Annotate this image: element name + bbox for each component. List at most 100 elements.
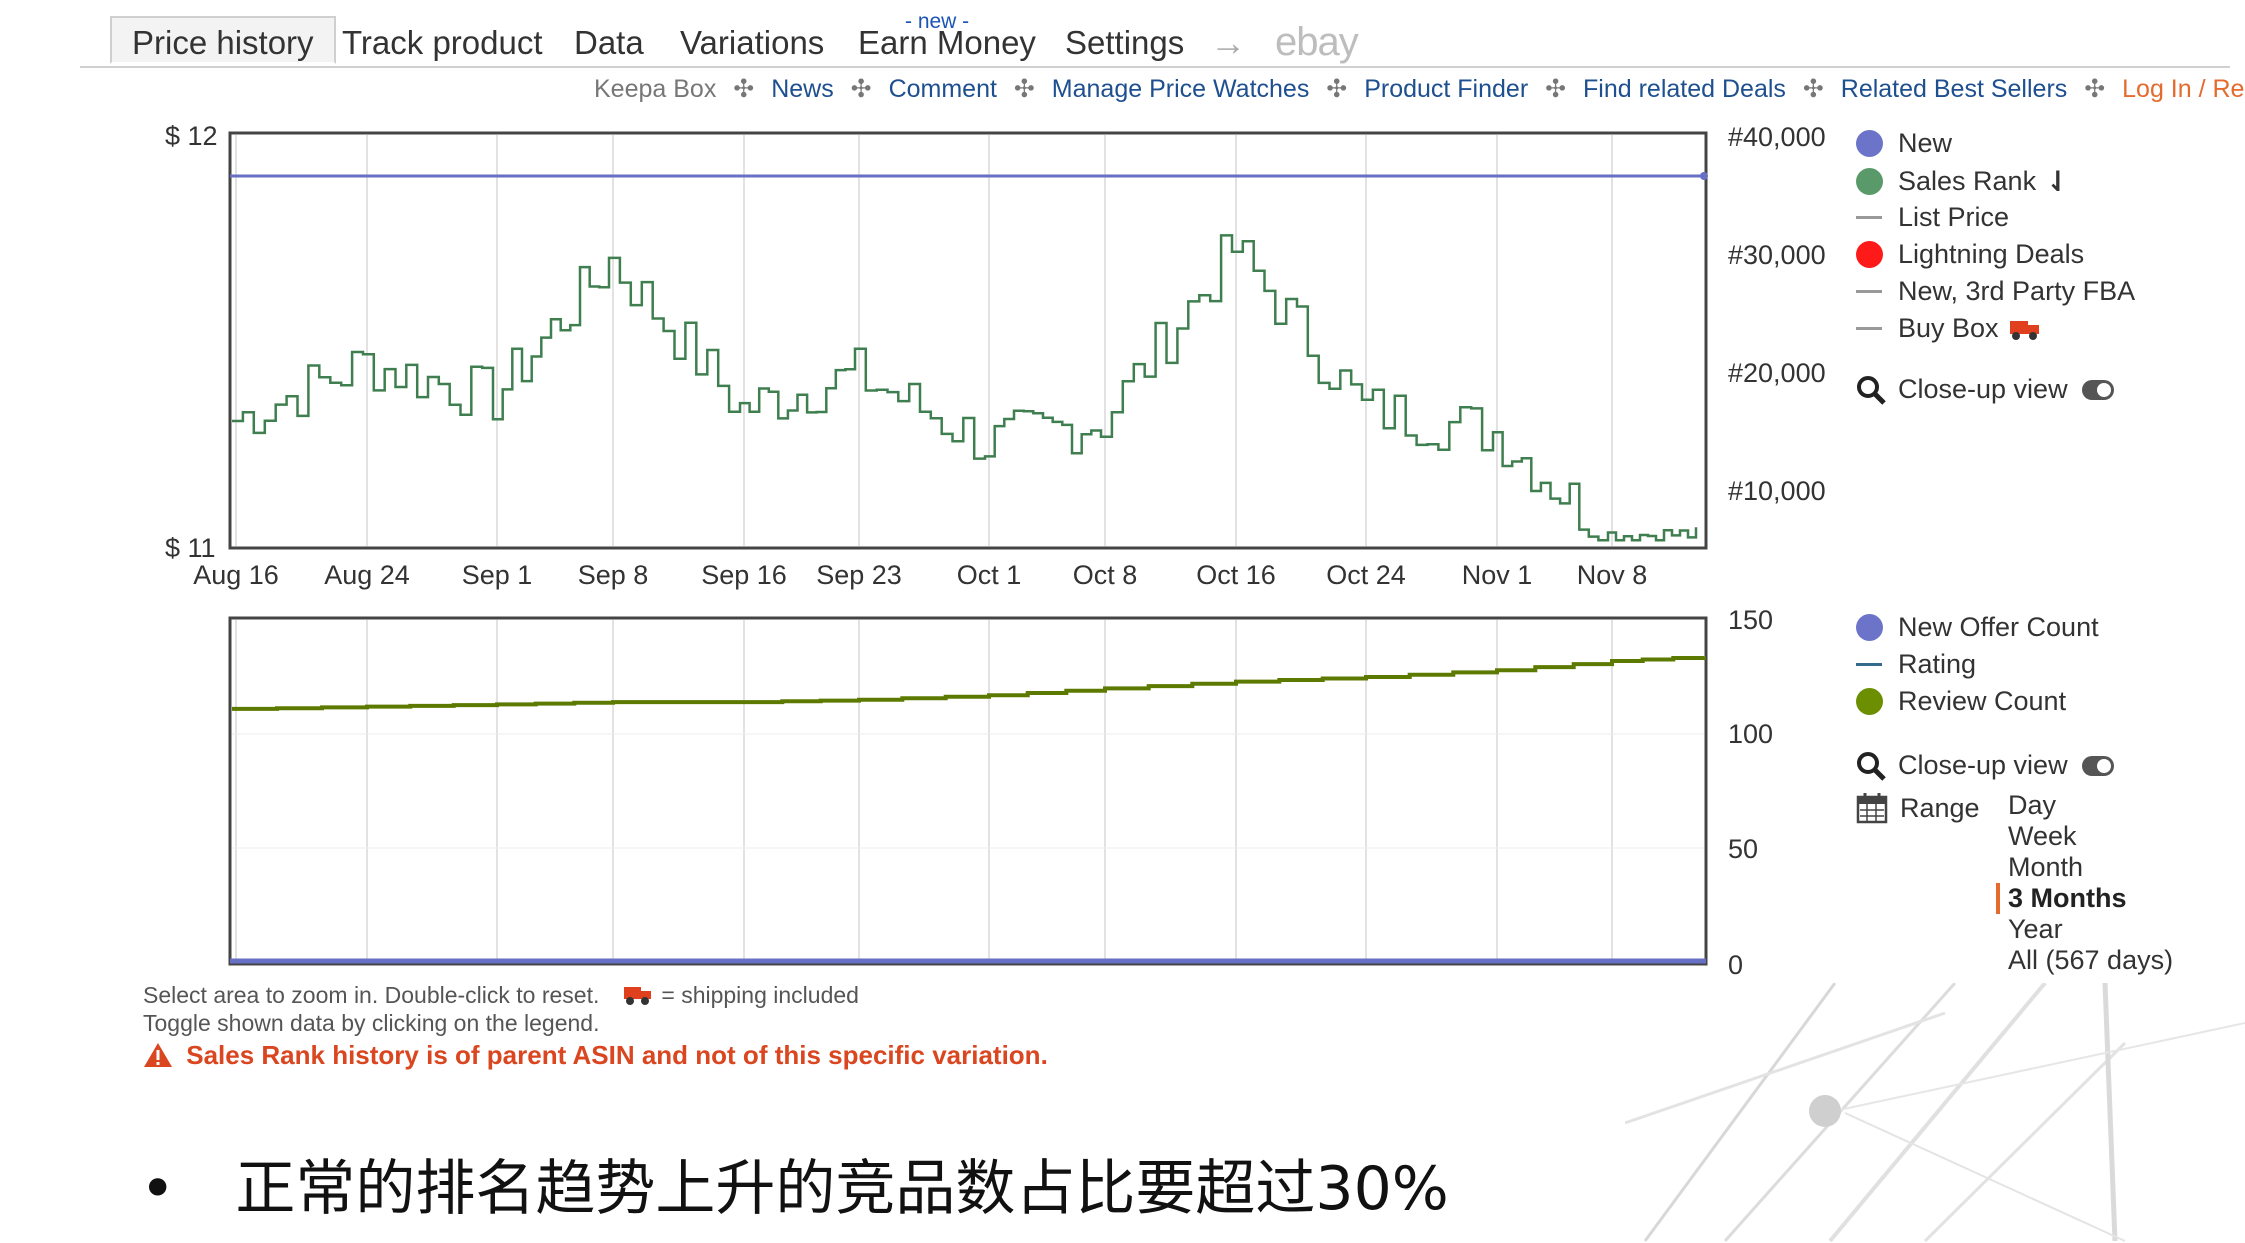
tab-data[interactable]: Data (574, 24, 644, 61)
comment-link[interactable]: Comment (888, 75, 997, 103)
warning-icon (144, 1043, 172, 1067)
price-axis-top: $ 12 (165, 121, 218, 151)
x-tick-label: Nov 1 (1461, 560, 1533, 590)
news-link[interactable]: News (771, 75, 834, 103)
range-option-day[interactable]: Day (2008, 790, 2057, 820)
legend-buy-box[interactable]: Buy Box (1856, 313, 2041, 344)
x-tick-label: Oct 1 (956, 560, 1022, 590)
range-label-row: Range (1856, 792, 1980, 824)
product-finder-link[interactable]: Product Finder (1364, 75, 1529, 103)
sales-rank-warning: Sales Rank history is of parent ASIN and… (143, 1040, 1048, 1071)
x-tick-label: Oct 8 (1072, 560, 1138, 590)
legend-dot-icon (1856, 130, 1883, 157)
series-sales-rank-line (232, 234, 1698, 542)
tab-settings[interactable]: Settings (1065, 24, 1185, 61)
sort-icon[interactable]: ⇃ (2046, 166, 2070, 197)
magnifier-icon (1857, 751, 1886, 781)
legend-sales-rank[interactable]: Sales Rank ⇃ (1856, 165, 2070, 198)
legend-offer-count[interactable]: New Offer Count (1856, 612, 2099, 643)
count-axis-label: 100 (1728, 719, 1774, 749)
separator-icon: ✣ (1326, 75, 1348, 103)
rank-axis-label: #40,000 (1728, 122, 1826, 152)
legend-rating[interactable]: Rating (1856, 649, 1976, 680)
legend-label: Sales Rank (1898, 166, 2037, 196)
tab-track-product[interactable]: Track product (342, 24, 543, 61)
toggle-switch[interactable] (2081, 755, 2114, 776)
new-badge: - new - (905, 10, 970, 33)
slide-bullet-text: 正常的排名趋势上升的竞品数占比要超过30% (235, 1154, 1449, 1224)
warning-text: Sales Rank history is of parent ASIN and… (186, 1040, 1048, 1070)
closeup-label: Close-up view (1898, 750, 2068, 780)
find-related-deals-link[interactable]: Find related Deals (1583, 75, 1786, 103)
legend-label: List Price (1898, 202, 2010, 232)
legend-dash-icon (1856, 216, 1882, 219)
tab-price-history[interactable]: Price history (110, 16, 336, 64)
tab-variations[interactable]: Variations (680, 24, 825, 61)
legend-dot-icon (1856, 168, 1883, 195)
x-tick-label: Sep 16 (701, 560, 787, 590)
calendar-icon (1856, 793, 1888, 824)
separator-icon: ✣ (1013, 75, 1035, 103)
series-new-endpoint (1700, 172, 1708, 180)
tab-earn-money[interactable]: Earn Money (858, 24, 1036, 61)
zoom-note: Select area to zoom in. Double-click to … (143, 981, 600, 1008)
legend-dot-icon (1856, 688, 1883, 715)
count-plot-area[interactable] (228, 616, 1708, 966)
legend-label: Lightning Deals (1898, 239, 2085, 269)
range-option-week[interactable]: Week (2008, 821, 2077, 851)
count-axis-label: 0 (1728, 950, 1744, 980)
legend-dot-icon (1856, 241, 1883, 268)
legend-lightning-deals[interactable]: Lightning Deals (1856, 239, 2084, 270)
range-option-3-months[interactable]: 3 Months (1996, 883, 2173, 914)
range-label: Range (1900, 792, 1980, 823)
legend-dash-icon (1856, 663, 1882, 666)
legend-review-count[interactable]: Review Count (1856, 686, 2066, 717)
x-tick-label: Sep 8 (577, 560, 649, 590)
chart-notes: Select area to zoom in. Double-click to … (143, 980, 859, 1040)
separator-icon: ✣ (850, 75, 872, 103)
sub-navigation: Keepa Box ✣ News ✣ Comment ✣ Manage Pric… (594, 74, 2245, 104)
toggle-switch[interactable] (2081, 379, 2114, 400)
price-plot-area[interactable] (228, 131, 1708, 550)
count-axis-label: 50 (1728, 834, 1759, 864)
keepa-box-link[interactable]: Keepa Box (594, 75, 717, 103)
magnifier-icon (1857, 375, 1886, 405)
rank-axis-label: #30,000 (1728, 240, 1826, 270)
legend-fba[interactable]: New, 3rd Party FBA (1856, 276, 2135, 307)
closeup-label: Close-up view (1898, 374, 2068, 404)
tab-ebay[interactable]: ebay (1275, 20, 1359, 64)
slide-bullet: • 正常的排名趋势上升的竞品数占比要超过30% (140, 1140, 1449, 1227)
login-register-link[interactable]: Log In / Register (2122, 75, 2245, 103)
count-axis-label: 150 (1728, 605, 1774, 635)
legend-new[interactable]: New (1856, 128, 1952, 159)
range-option-all[interactable]: All (567 days) (2008, 945, 2174, 975)
x-tick-label: Oct 24 (1326, 560, 1406, 590)
legend-dot-icon (1856, 614, 1883, 641)
separator-icon: ✣ (1545, 75, 1567, 103)
separator-icon: ✣ (1802, 75, 1824, 103)
closeup-view-toggle[interactable]: Close-up view (1856, 374, 2114, 405)
arrow-right-icon: → (1210, 22, 1246, 63)
x-tick-label: Sep 1 (461, 560, 533, 590)
closeup-view-toggle[interactable]: Close-up view (1856, 750, 2114, 781)
separator-icon: ✣ (2084, 75, 2106, 103)
range-options: Day Week Month 3 Months Year All (567 da… (1996, 790, 2174, 976)
range-option-year[interactable]: Year (2008, 914, 2063, 944)
legend-list-price[interactable]: List Price (1856, 202, 2009, 233)
legend-label: Review Count (1898, 686, 2067, 716)
decorative-network-art (1625, 983, 2245, 1243)
x-tick-label: Aug 24 (324, 560, 410, 590)
bullet-icon: • (140, 1154, 176, 1224)
legend-label: New (1898, 128, 1953, 158)
truck-icon (624, 987, 652, 1005)
shipping-note: = shipping included (661, 981, 859, 1008)
range-option-month[interactable]: Month (2008, 852, 2084, 882)
related-best-sellers-link[interactable]: Related Best Sellers (1840, 75, 2068, 103)
rank-axis-label: #10,000 (1728, 476, 1826, 506)
toggle-note: Toggle shown data by clicking on the leg… (143, 1010, 600, 1036)
manage-price-watches-link[interactable]: Manage Price Watches (1051, 75, 1310, 103)
x-tick-label: Aug 16 (193, 560, 279, 590)
tab-bar: Price history (80, 0, 2230, 68)
legend-label: Rating (1898, 649, 1977, 679)
price-legend: New Sales Rank ⇃ List Price Lightning De… (1856, 128, 2216, 408)
